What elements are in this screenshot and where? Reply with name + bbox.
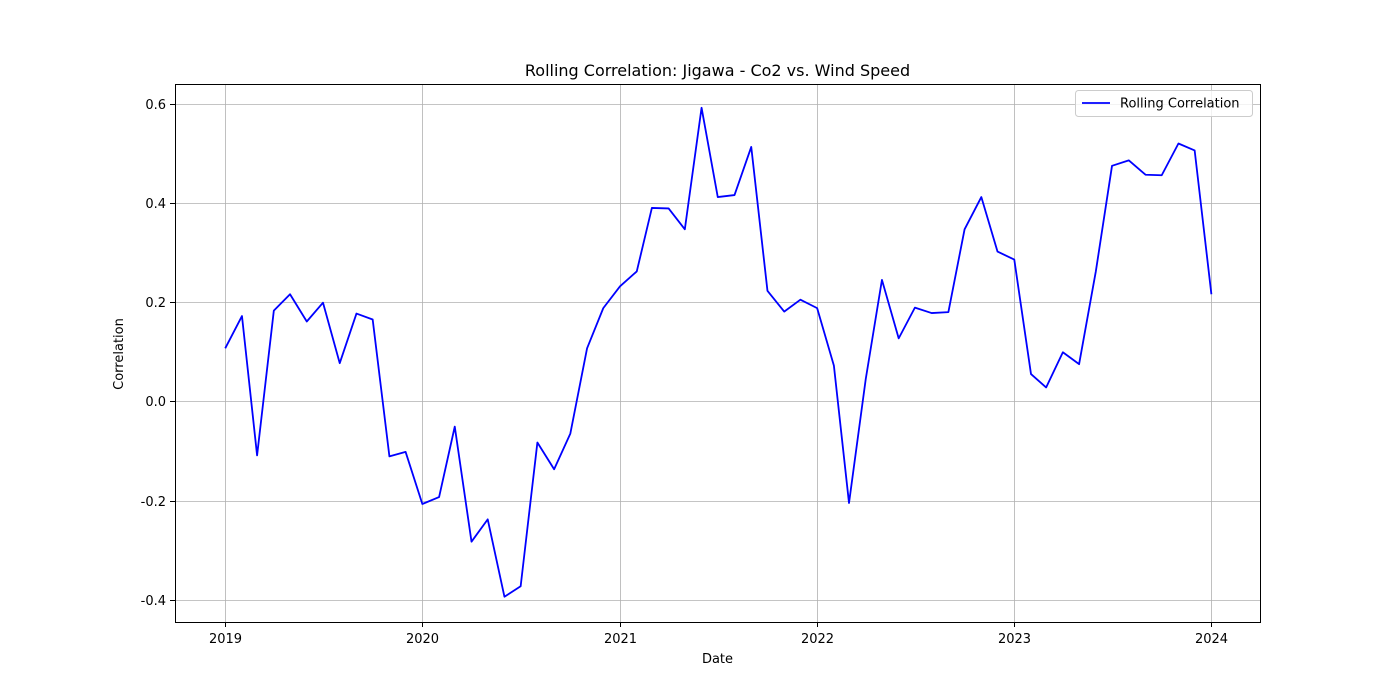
y-axis: -0.4 -0.2 0.0 0.2 0.4 0.6 [141,98,175,609]
legend: Rolling Correlation [1075,90,1253,117]
legend-label: Rolling Correlation [1120,97,1240,112]
y-axis-title: Correlation [112,318,127,390]
x-tick-label: 2020 [406,632,439,647]
plot-area-frame [175,84,1261,623]
y-tick-label: 0.2 [145,296,166,311]
y-tick-label: 0.6 [145,98,166,113]
x-axis-title: Date [702,652,733,667]
chart-title: Rolling Correlation: Jigawa - Co2 vs. Wi… [525,61,910,80]
x-tick-label: 2021 [604,632,637,647]
y-tick-label: -0.4 [141,594,166,609]
x-tick-label: 2024 [1195,632,1228,647]
y-tick-label: 0.4 [145,197,166,212]
x-tick-label: 2023 [998,632,1031,647]
x-axis: 2019 2020 2021 2022 2023 2024 [209,622,1228,647]
x-tick-label: 2022 [801,632,834,647]
x-tick-label: 2019 [209,632,242,647]
y-tick-label: 0.0 [145,395,166,410]
legend-box [1075,90,1253,117]
y-tick-label: -0.2 [141,495,166,510]
series-line-rolling-correlation [224,106,1213,598]
series-layer [224,106,1213,598]
grid-lines [175,84,1260,622]
